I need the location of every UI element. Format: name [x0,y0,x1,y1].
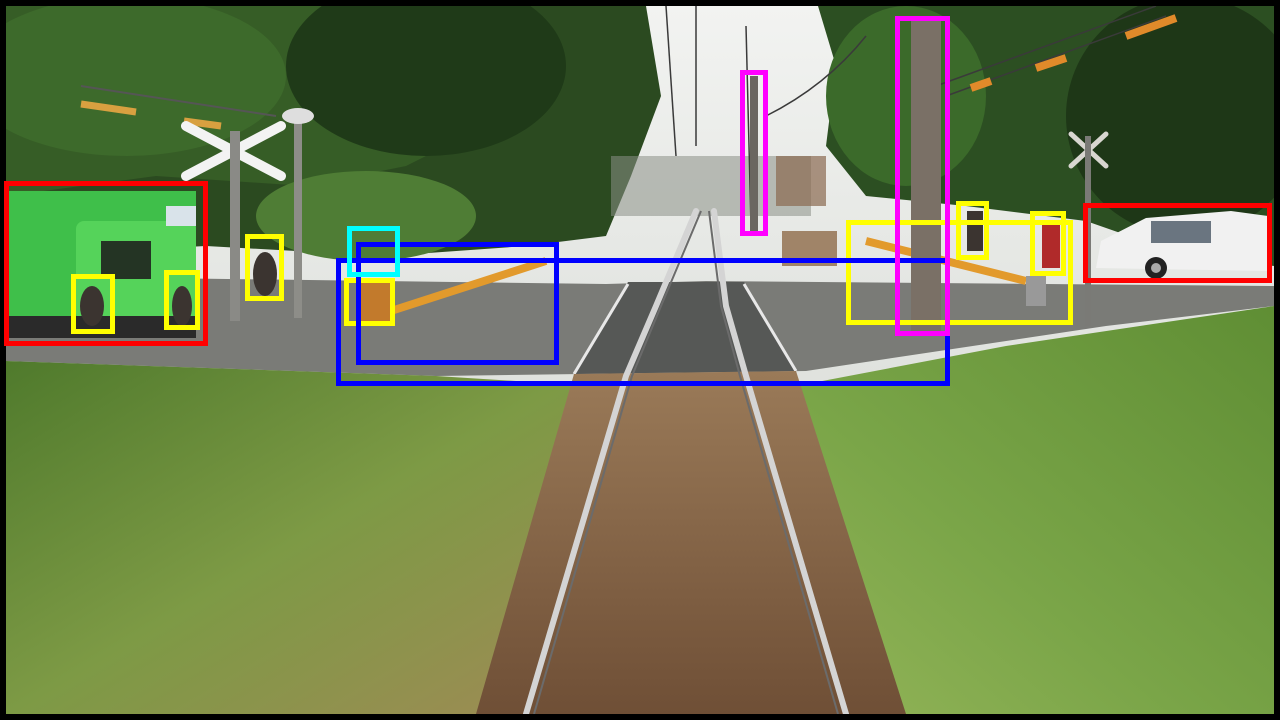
distant-building [776,156,826,206]
detection-box-vehicle-car [1083,203,1272,283]
wire-markers-left [80,100,222,130]
barrier-box-left [358,281,390,323]
detection-box-pole-1 [740,70,768,236]
detection-box-crossing-small [356,242,559,365]
detection-box-vehicle-truck [4,181,208,346]
lamp-head-left [282,108,314,124]
lamp-post-left [294,118,302,318]
tree-canopy-right [1066,6,1274,236]
detection-box-signal [347,226,400,277]
grass-right [796,306,1274,714]
catenary-pole-distant [750,76,758,236]
catenary-pole-right [911,16,941,336]
grass-left [6,361,596,714]
crossing-edge-right [742,283,798,372]
barrier-arm-left [389,257,548,315]
detection-box-person-1 [71,274,115,334]
detection-box-person-7 [1030,211,1066,276]
tree-canopy-left [6,6,286,156]
wire-markers-right [969,14,1178,92]
crossing-edge-left [572,283,630,375]
detection-box-person-2 [164,270,200,330]
track-bed [476,371,906,714]
wire-left [80,85,277,117]
detection-box-person-3 [245,234,284,301]
crossbuck-left-post [230,131,240,321]
barrier-box-right [1026,276,1046,306]
detection-box-person-4 [344,278,395,326]
detection-box-person-6 [956,201,989,260]
tree-canopy-dark [286,6,566,156]
crossbuck-right-post [1085,136,1091,326]
bushes-left [256,171,476,261]
railway-scene [6,6,1274,714]
car [1096,211,1268,279]
detection-box-pole-2 [895,16,950,336]
pedestrians [80,211,1060,326]
